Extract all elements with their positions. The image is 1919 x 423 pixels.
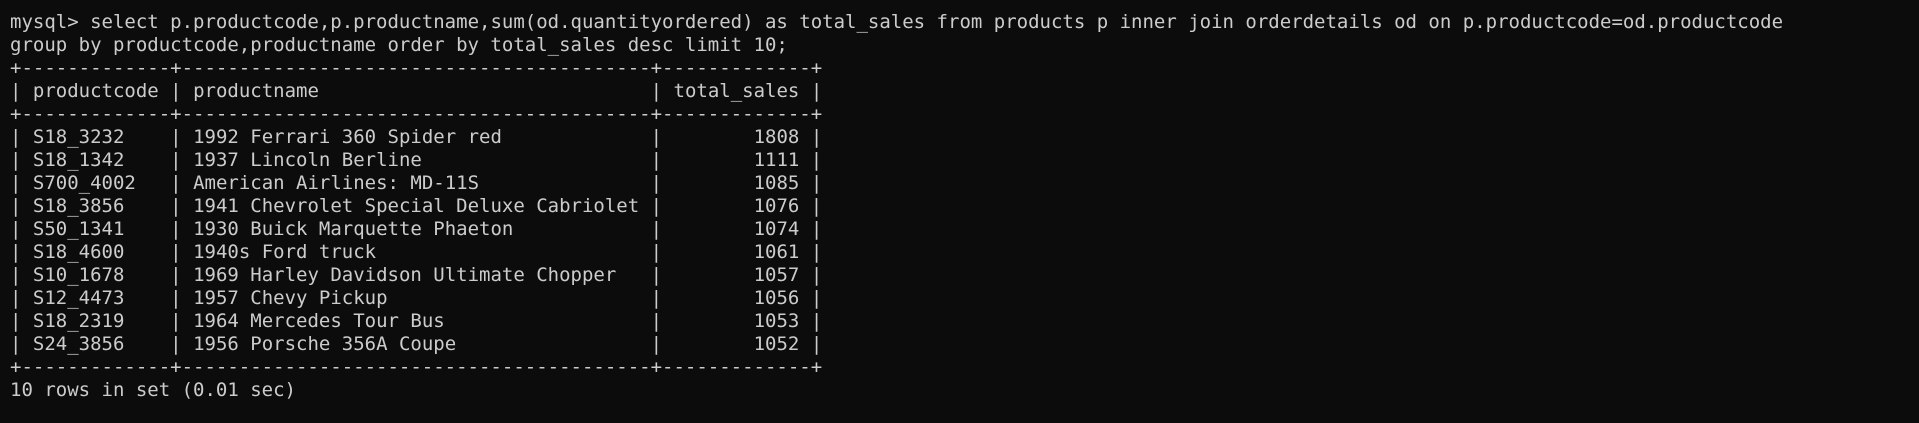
sql-query-text: select p.productcode,p.productname,sum(o… bbox=[90, 11, 1784, 33]
cell-total_sales: 1808 bbox=[753, 126, 800, 148]
cell-productname: 1956 Porsche 356A Coupe bbox=[193, 333, 457, 355]
table-row: | S10_1678 | 1969 Harley Davidson Ultima… bbox=[10, 264, 823, 286]
table-row: | S18_3232 | 1992 Ferrari 360 Spider red… bbox=[10, 126, 823, 148]
result-table: +-------------+-------------------------… bbox=[10, 57, 1909, 379]
cell-productcode: S18_3856 bbox=[32, 195, 125, 217]
column-header-productcode: productcode bbox=[32, 80, 159, 102]
table-row: | S18_1342 | 1937 Lincoln Berline | 1111… bbox=[10, 149, 823, 171]
cell-total_sales: 1052 bbox=[753, 333, 800, 355]
cell-productcode: S18_2319 bbox=[32, 310, 125, 332]
cell-productcode: S24_3856 bbox=[32, 333, 125, 355]
table-border-header: +-------------+-------------------------… bbox=[10, 103, 823, 125]
table-row: | S12_4473 | 1957 Chevy Pickup | 1056 | bbox=[10, 287, 823, 309]
cell-productname: 1941 Chevrolet Special Deluxe Cabriolet bbox=[193, 195, 640, 217]
cell-productcode: S50_1341 bbox=[32, 218, 125, 240]
cell-total_sales: 1111 bbox=[753, 149, 800, 171]
cell-total_sales: 1076 bbox=[753, 195, 800, 217]
cell-total_sales: 1056 bbox=[753, 287, 800, 309]
cell-productname: 1937 Lincoln Berline bbox=[193, 149, 422, 171]
query-line-1: mysql> select p.productcode,p.productnam… bbox=[10, 11, 1909, 34]
cell-total_sales: 1074 bbox=[753, 218, 800, 240]
cell-total_sales: 1057 bbox=[753, 264, 800, 286]
column-header-total_sales: total_sales bbox=[673, 80, 800, 102]
cell-productname: American Airlines: MD-11S bbox=[193, 172, 480, 194]
cell-productname: 1992 Ferrari 360 Spider red bbox=[193, 126, 502, 148]
table-row: | S18_3856 | 1941 Chevrolet Special Delu… bbox=[10, 195, 823, 217]
table-header-row: | productcode | productname | total_sale… bbox=[10, 80, 823, 102]
table-row: | S18_2319 | 1964 Mercedes Tour Bus | 10… bbox=[10, 310, 823, 332]
table-row: | S18_4600 | 1940s Ford truck | 1061 | bbox=[10, 241, 823, 263]
cell-total_sales: 1053 bbox=[753, 310, 800, 332]
cell-productname: 1969 Harley Davidson Ultimate Chopper bbox=[193, 264, 617, 286]
cell-total_sales: 1085 bbox=[753, 172, 800, 194]
table-row: | S50_1341 | 1930 Buick Marquette Phaeto… bbox=[10, 218, 823, 240]
table-border-top: +-------------+-------------------------… bbox=[10, 57, 823, 79]
cell-productcode: S700_4002 bbox=[32, 172, 136, 194]
query-line-2: group by productcode,productname order b… bbox=[10, 34, 788, 56]
cell-total_sales: 1061 bbox=[753, 241, 800, 263]
result-footer: 10 rows in set (0.01 sec) bbox=[10, 379, 296, 401]
cell-productcode: S10_1678 bbox=[32, 264, 125, 286]
mysql-prompt: mysql> bbox=[10, 11, 91, 33]
cell-productcode: S12_4473 bbox=[32, 287, 125, 309]
cell-productcode: S18_1342 bbox=[32, 149, 125, 171]
cell-productcode: S18_3232 bbox=[32, 126, 125, 148]
cell-productname: 1940s Ford truck bbox=[193, 241, 377, 263]
column-header-productname: productname bbox=[193, 80, 319, 102]
cell-productname: 1964 Mercedes Tour Bus bbox=[193, 310, 445, 332]
cell-productname: 1957 Chevy Pickup bbox=[193, 287, 388, 309]
table-border-bottom: +-------------+-------------------------… bbox=[10, 356, 823, 378]
cell-productname: 1930 Buick Marquette Phaeton bbox=[193, 218, 514, 240]
table-row: | S24_3856 | 1956 Porsche 356A Coupe | 1… bbox=[10, 333, 823, 355]
table-row: | S700_4002 | American Airlines: MD-11S … bbox=[10, 172, 823, 194]
cell-productcode: S18_4600 bbox=[32, 241, 125, 263]
